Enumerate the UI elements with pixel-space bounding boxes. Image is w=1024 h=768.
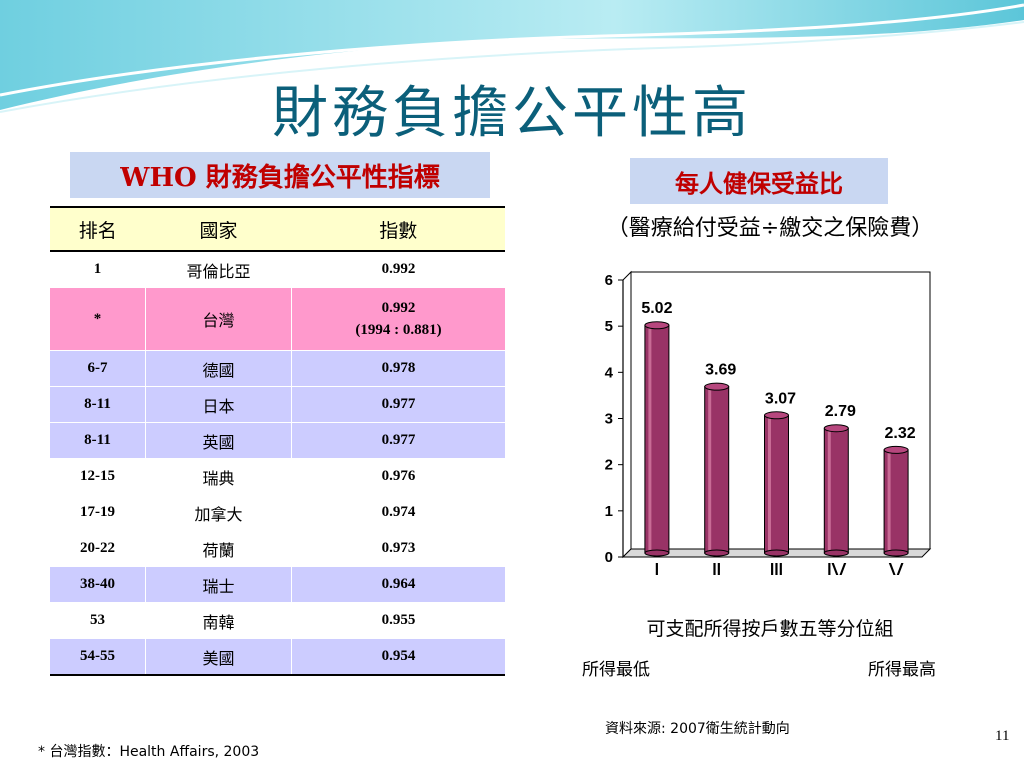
x-tick-label: Ⅰ (654, 559, 661, 575)
table-row: 53 南韓 0.955 (50, 602, 505, 639)
country-cell: 哥倫比亞 (145, 251, 292, 288)
bar-value-label: 3.07 (765, 390, 796, 407)
bar-top (823, 424, 849, 433)
benefit-ratio-chart: 0 1 2 3 4 5 6 5.02 Ⅰ 3.69 Ⅱ 3.07 Ⅲ 2.79 Ⅳ 2.32 Ⅴ (605, 270, 932, 575)
bar-base (644, 549, 670, 557)
bar-value-label: 5.02 (641, 300, 672, 317)
header-index: 指數 (291, 206, 505, 252)
header-wave-decoration (0, 0, 1024, 113)
x-tick-label: Ⅲ (769, 559, 784, 575)
index-cell: 0.976 (291, 458, 505, 495)
header-country: 國家 (145, 206, 292, 252)
bar-base (823, 549, 849, 557)
index-cell: 0.992 (1994 : 0.881) (291, 287, 505, 351)
country-cell: 日本 (145, 386, 292, 423)
x-tick-label: Ⅱ (711, 559, 722, 575)
highest-income-label: 所得最高 (868, 660, 936, 680)
table-row: 1 哥倫比亞 0.992 (50, 251, 505, 288)
country-cell: 德國 (145, 350, 292, 387)
country-cell: 南韓 (145, 602, 292, 639)
rank-cell: 8-11 (50, 386, 146, 423)
table-row: 8-11 日本 0.977 (50, 386, 505, 423)
bar-base (883, 549, 909, 557)
lowest-income-label: 所得最低 (582, 660, 650, 680)
table-row: 38-40 瑞士 0.964 (50, 566, 505, 603)
country-cell: 瑞士 (145, 566, 292, 603)
bar-top (644, 321, 670, 330)
country-cell: 美國 (145, 638, 292, 676)
index-cell: 0.973 (291, 530, 505, 567)
rank-cell: 53 (50, 602, 146, 639)
y-tick-label: 4 (605, 364, 614, 381)
bar-top (883, 445, 909, 454)
index-cell: 0.992 (291, 251, 505, 288)
index-cell: 0.964 (291, 566, 505, 603)
bar-value-label: 3.69 (705, 362, 736, 379)
taiwan-index-value: 0.992 (381, 299, 416, 316)
page-number: 11 (995, 728, 1010, 744)
table-row: 8-11 英國 0.977 (50, 422, 505, 459)
y-tick-label: 6 (605, 272, 613, 289)
y-tick-label: 2 (605, 457, 613, 474)
y-tick-label: 5 (605, 318, 613, 335)
header-rank: 排名 (50, 206, 146, 252)
bar-value-label: 2.79 (825, 403, 856, 420)
table-row: 54-55 美國 0.954 (50, 638, 505, 676)
bar-top (764, 411, 789, 420)
index-cell: 0.977 (291, 386, 505, 423)
chart-side-wall (622, 270, 632, 559)
ranking-table: 排名 國家 指數 1 哥倫比亞 0.992 * 台灣 0.992 (1994 :… (50, 206, 505, 676)
source-note: 資料來源: 2007衛生統計動向 (605, 721, 790, 737)
x-tick-label: Ⅳ (826, 559, 847, 575)
country-cell: 英國 (145, 422, 292, 459)
bar-value-label: 2.32 (885, 425, 916, 442)
rank-cell: 17-19 (50, 494, 146, 531)
country-cell: 台灣 (145, 287, 292, 351)
rank-cell: 6-7 (50, 350, 146, 387)
table-header-row: 排名 國家 指數 (50, 206, 505, 252)
taiwan-index-1994: (1994 : 0.881) (355, 322, 442, 338)
index-cell: 0.978 (291, 350, 505, 387)
who-index-label: WHO 財務負擔公平性指標 (70, 152, 490, 198)
table-row: 12-15 瑞典 0.976 (50, 458, 505, 495)
page-title: 財務負擔公平性高 (272, 81, 752, 146)
country-cell: 加拿大 (145, 494, 292, 531)
country-cell: 瑞典 (145, 458, 292, 495)
index-cell: 0.974 (291, 494, 505, 531)
y-tick-label: 3 (605, 411, 613, 428)
rank-cell: 12-15 (50, 458, 146, 495)
rank-cell: 54-55 (50, 638, 146, 676)
index-cell: 0.955 (291, 602, 505, 639)
y-tick-label: 0 (605, 549, 613, 566)
country-cell: 荷蘭 (145, 530, 292, 567)
footnote: * 台灣指數：Health Affairs, 2003 (38, 744, 260, 760)
index-cell: 0.977 (291, 422, 505, 459)
y-tick-label: 1 (605, 503, 613, 520)
rank-cell: * (50, 287, 146, 351)
rank-cell: 8-11 (50, 422, 146, 459)
index-cell: 0.954 (291, 638, 505, 676)
rank-cell: 1 (50, 251, 146, 288)
x-tick-label: Ⅴ (889, 559, 904, 575)
benefit-ratio-label: 每人健保受益比 (630, 158, 888, 204)
rank-cell: 38-40 (50, 566, 146, 603)
table-row: 20-22 荷蘭 0.973 (50, 530, 505, 567)
table-row-taiwan: * 台灣 0.992 (1994 : 0.881) (50, 287, 505, 351)
bar-top (704, 382, 730, 391)
table-row: 17-19 加拿大 0.974 (50, 494, 505, 531)
rank-cell: 20-22 (50, 530, 146, 567)
table-row: 6-7 德國 0.978 (50, 350, 505, 387)
benefit-ratio-subtitle: （醫療給付受益÷繳交之保險費） (606, 216, 934, 241)
chart-x-axis-label: 可支配所得按戶數五等分位組 (646, 618, 894, 640)
bar-base (764, 549, 789, 557)
bar-base (704, 549, 730, 557)
